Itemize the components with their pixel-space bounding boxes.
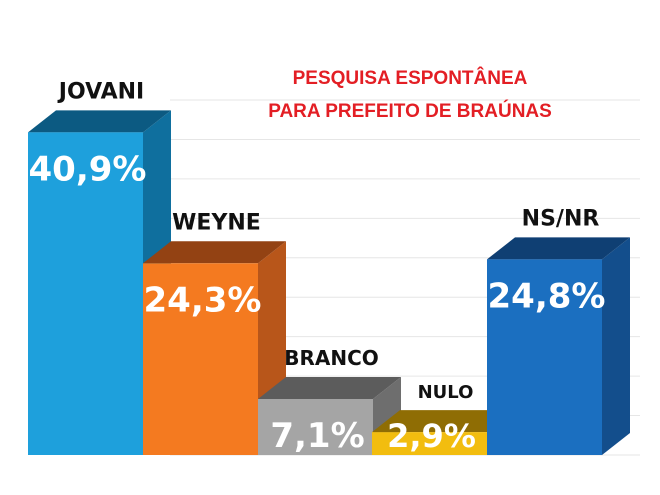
bar-branco: 7,1% BRANCO (258, 346, 401, 456)
value-label: 24,3% (144, 280, 262, 320)
bar-front (372, 432, 487, 455)
bar-top (28, 110, 171, 133)
category-label: NS/NR (522, 206, 600, 231)
bars-group: 40,9% JOVANI 24,3% WEYNE 7,1% BRANCO 2,9% NULO 2… (28, 79, 630, 456)
bar-ns-nr: 24,8% NS/NR (487, 206, 630, 455)
value-label: 24,8% (488, 276, 606, 316)
bar-front (28, 132, 143, 455)
bar-weyne: 24,3% WEYNE (143, 210, 286, 455)
chart-title-line-2: PARA PREFEITO DE BRAÚNAS (268, 100, 552, 122)
bar-front (487, 259, 602, 455)
category-label: JOVANI (57, 79, 144, 104)
bar-front (258, 398, 373, 455)
bar-top (258, 376, 401, 399)
value-label: 2,9% (387, 417, 476, 455)
value-label: 7,1% (270, 416, 364, 456)
bar-side (602, 237, 630, 455)
bar-top (487, 237, 630, 260)
bar-front (143, 263, 258, 455)
chart-title-line-1: PESQUISA ESPONTÂNEA (293, 67, 528, 89)
bar-top (372, 410, 515, 433)
bar-top (143, 241, 286, 264)
category-label: BRANCO (284, 346, 379, 370)
value-label: 40,9% (29, 149, 147, 189)
category-label: WEYNE (172, 210, 261, 235)
category-label: NULO (418, 382, 474, 403)
